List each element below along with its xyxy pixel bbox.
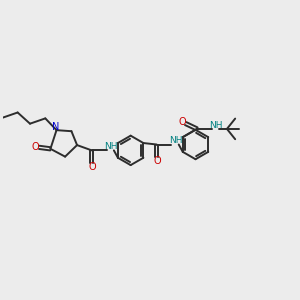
Text: N: N [52, 122, 60, 132]
Text: NH: NH [209, 121, 223, 130]
Text: O: O [88, 162, 96, 172]
Text: O: O [153, 156, 161, 166]
Text: O: O [32, 142, 39, 152]
Text: O: O [178, 117, 186, 127]
Text: NH: NH [169, 136, 182, 146]
Text: NH: NH [104, 142, 117, 152]
